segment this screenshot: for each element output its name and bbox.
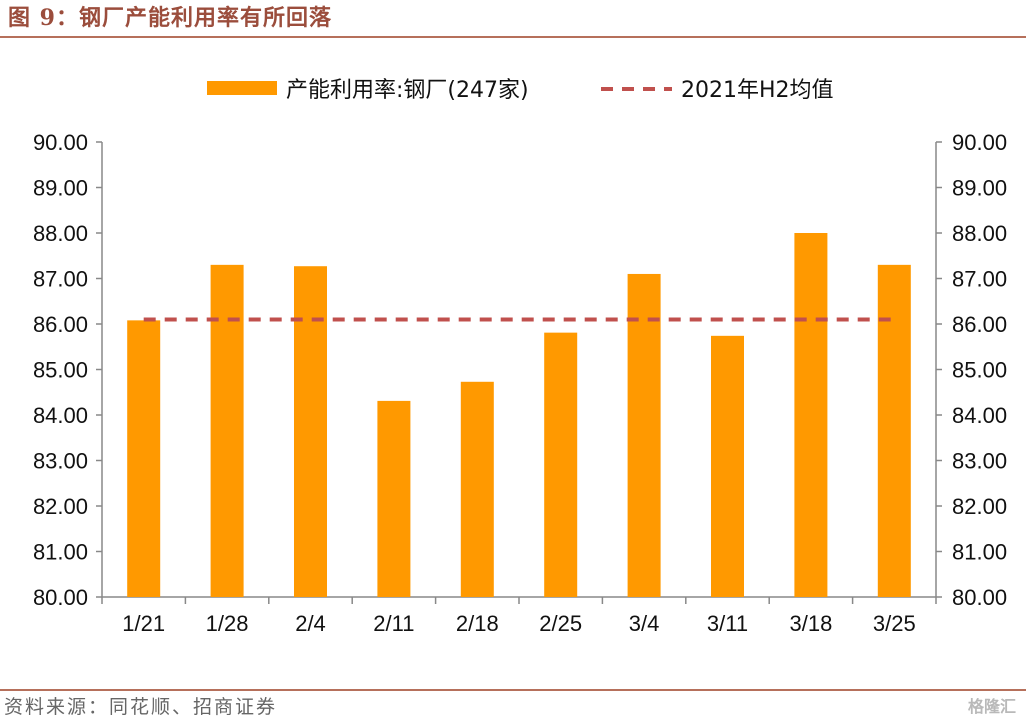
- bar: [627, 273, 661, 597]
- y-tick-label-right: 82.00: [952, 494, 1007, 519]
- y-tick-label-right: 88.00: [952, 221, 1007, 246]
- y-tick-label-right: 87.00: [952, 267, 1007, 292]
- y-tick-label-left: 90.00: [33, 130, 88, 155]
- bar: [794, 233, 828, 597]
- top-rule: [0, 36, 1026, 38]
- y-tick-label-right: 90.00: [952, 130, 1007, 155]
- y-tick-label-right: 81.00: [952, 540, 1007, 565]
- y-tick-label-right: 84.00: [952, 403, 1007, 428]
- bar: [127, 320, 161, 597]
- x-tick-label: 3/4: [629, 611, 660, 636]
- y-tick-label-left: 87.00: [33, 267, 88, 292]
- y-tick-label-left: 88.00: [33, 221, 88, 246]
- x-tick-label: 1/21: [122, 611, 165, 636]
- bar: [377, 400, 411, 597]
- x-tick-label: 2/25: [539, 611, 582, 636]
- bar: [711, 335, 744, 597]
- y-tick-label-right: 89.00: [952, 176, 1007, 201]
- y-tick-label-left: 82.00: [33, 494, 88, 519]
- x-tick-label: 2/18: [456, 611, 499, 636]
- watermark: 格隆汇: [967, 697, 1016, 716]
- figure-title: 图 9：钢厂产能利用率有所回落: [8, 5, 332, 31]
- x-tick-label: 1/28: [206, 611, 249, 636]
- bar: [294, 266, 327, 597]
- bar: [877, 264, 911, 597]
- y-tick-label-left: 86.00: [33, 312, 88, 337]
- legend-swatch-bar: [207, 81, 277, 95]
- bar: [210, 264, 244, 597]
- axes: 80.00 80.00 81.00 81.00 82.00 82.00 83.00 83.00…: [33, 130, 1007, 610]
- bar: [460, 381, 494, 597]
- y-tick-label-right: 83.00: [952, 449, 1007, 474]
- y-tick-label-left: 89.00: [33, 176, 88, 201]
- x-tick-label: 2/4: [295, 611, 326, 636]
- y-tick-label-right: 80.00: [952, 585, 1007, 610]
- y-tick-label-right: 85.00: [952, 358, 1007, 383]
- x-tick-labels: 1/21 1/28 2/4 2/11 2/18 2/25 3/4 3/11 3/18 3/25: [122, 611, 915, 636]
- y-tick-label-left: 80.00: [33, 585, 88, 610]
- y-tick-label-left: 85.00: [33, 358, 88, 383]
- bar-series: [127, 233, 911, 597]
- x-tick-label: 2/11: [373, 611, 414, 636]
- y-tick-label-left: 84.00: [33, 403, 88, 428]
- y-tick-label-right: 86.00: [952, 312, 1007, 337]
- y-tick-label-left: 83.00: [33, 449, 88, 474]
- legend-label-bar: 产能利用率:钢厂(247家): [286, 78, 529, 103]
- bar: [544, 332, 578, 597]
- legend: 产能利用率:钢厂(247家) 2021年H2均值: [207, 78, 834, 103]
- legend-label-line: 2021年H2均值: [681, 78, 834, 103]
- y-tick-label-left: 81.00: [33, 540, 88, 565]
- x-tick-label: 3/11: [707, 611, 748, 636]
- source-note: 资料来源：同花顺、招商证券: [4, 696, 278, 718]
- x-tick-label: 3/25: [873, 611, 916, 636]
- x-tick-label: 3/18: [789, 611, 832, 636]
- bottom-rule: [0, 689, 1026, 691]
